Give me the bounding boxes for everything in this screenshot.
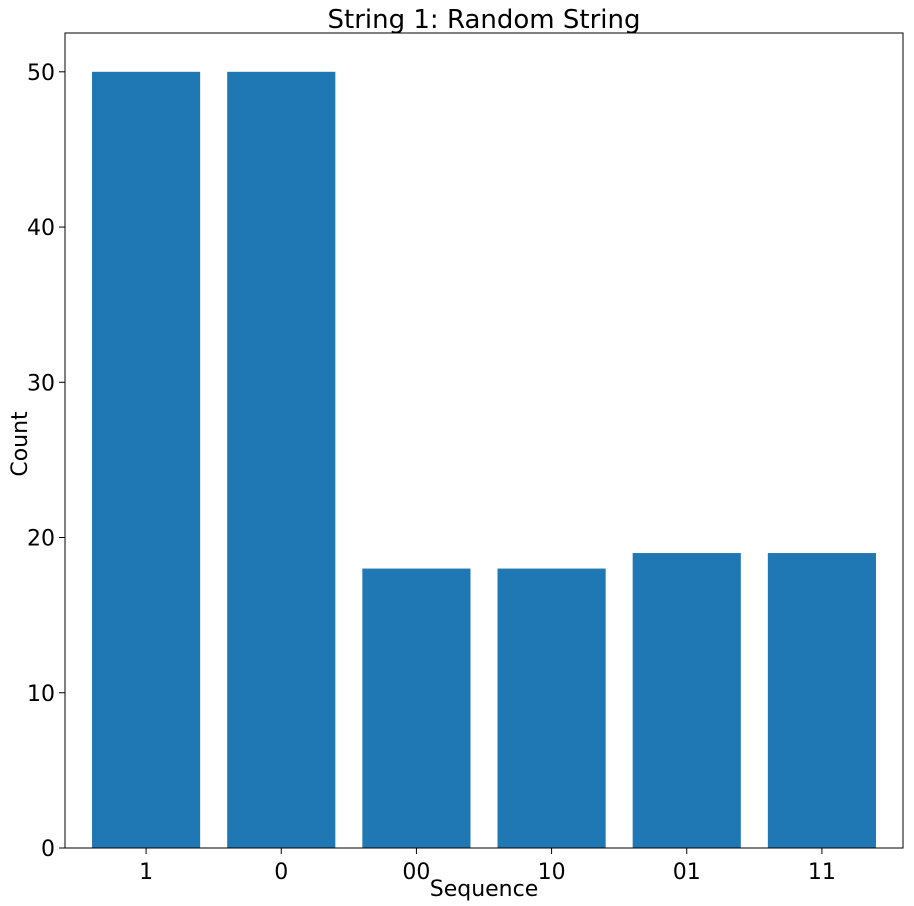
bar-01 (632, 553, 741, 848)
bars-group (92, 71, 876, 849)
bar-1 (92, 71, 201, 849)
bar-0 (227, 71, 336, 849)
y-axis: 0 10 20 30 40 50 (27, 61, 65, 862)
y-tick-label: 50 (27, 61, 55, 86)
bar-00 (362, 568, 471, 848)
x-axis-title: Sequence (430, 877, 539, 902)
bar-10 (497, 568, 606, 848)
x-axis: 1 0 00 10 01 11 (139, 848, 836, 885)
bar-11 (767, 553, 876, 848)
y-tick-label: 0 (41, 837, 55, 862)
x-tick-label: 11 (808, 860, 836, 885)
x-tick-label: 00 (402, 860, 430, 885)
chart-title: String 1: Random String (328, 5, 641, 35)
x-tick-label: 0 (274, 860, 288, 885)
plot-area-frame (64, 32, 904, 849)
y-axis-title: Count (8, 411, 33, 477)
y-tick-label: 30 (27, 371, 55, 396)
x-tick-label: 10 (538, 860, 566, 885)
x-tick-label: 1 (139, 860, 153, 885)
y-tick-label: 10 (27, 682, 55, 707)
x-tick-label: 01 (673, 860, 701, 885)
y-tick-label: 40 (27, 216, 55, 241)
y-tick-label: 20 (27, 527, 55, 552)
